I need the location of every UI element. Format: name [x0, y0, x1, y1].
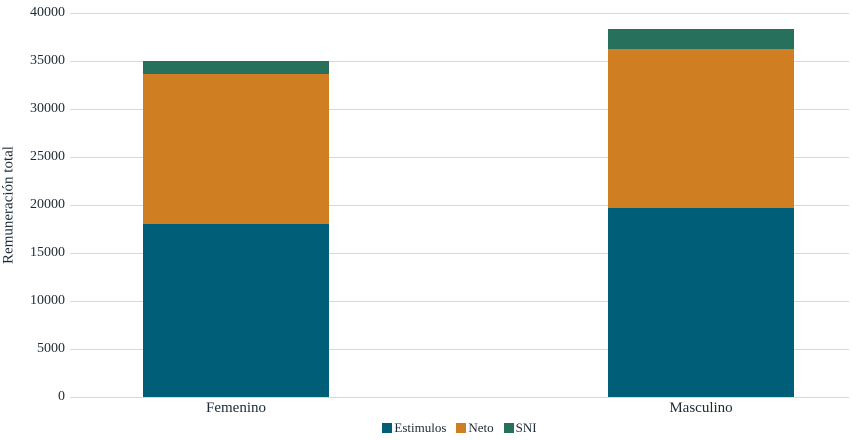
- legend-item-neto: Neto: [456, 420, 494, 436]
- x-axis-label-masculino: Masculino: [669, 400, 733, 416]
- x-axis-label-femenino: Femenino: [206, 400, 266, 416]
- y-tick-label: 15000: [30, 245, 65, 260]
- bar-segment-masculino-sni: [608, 28, 794, 49]
- gridline: [70, 13, 849, 14]
- y-tick-label: 25000: [30, 149, 65, 164]
- y-tick-label: 40000: [30, 5, 65, 20]
- gridline: [70, 109, 849, 110]
- y-tick-label: 10000: [30, 293, 65, 308]
- legend-item-sni: SNI: [503, 420, 537, 436]
- legend: Estimulos Neto SNI: [70, 420, 849, 436]
- legend-label: Neto: [468, 420, 494, 435]
- bar-segment-femenino-neto: [143, 74, 329, 225]
- legend-label: SNI: [515, 420, 537, 435]
- gridline: [70, 157, 849, 158]
- y-tick-label: 20000: [30, 197, 65, 212]
- legend-swatch: [503, 423, 514, 433]
- gridline: [70, 397, 849, 398]
- gridline: [70, 301, 849, 302]
- y-tick-label: 30000: [30, 101, 65, 116]
- legend-label: Estimulos: [394, 420, 447, 435]
- legend-swatch: [456, 423, 467, 433]
- y-tick-label: 5000: [37, 341, 65, 356]
- legend-swatch: [382, 423, 393, 433]
- bar-segment-masculino-neto: [608, 48, 794, 209]
- bar-segment-masculino-estimulos: [608, 208, 794, 397]
- bar-segment-femenino-sni: [143, 61, 329, 75]
- legend-item-estimulos: Estimulos: [382, 420, 446, 436]
- y-tick-label: 35000: [30, 53, 65, 68]
- gridline: [70, 61, 849, 62]
- gridline: [70, 349, 849, 350]
- bar-segment-femenino-estimulos: [143, 224, 329, 397]
- gridline: [70, 205, 849, 206]
- y-tick-label: 0: [58, 389, 65, 404]
- gridline: [70, 253, 849, 254]
